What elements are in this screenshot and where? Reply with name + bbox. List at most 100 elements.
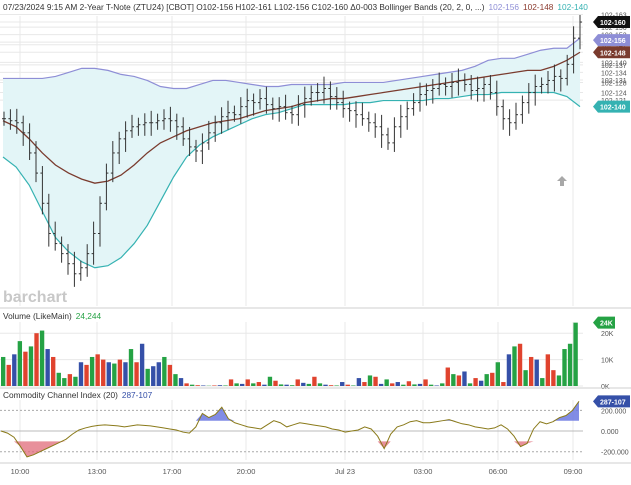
cci-line [1,401,579,457]
volume-bar [490,373,494,386]
volume-bar [423,379,427,386]
volume-bar [290,385,294,386]
volume-bar [212,385,216,386]
price-badge-last: 102-160 [593,16,630,28]
cci-value: 287-107 [122,390,153,400]
volume-title: Volume (LikeMain)24,244 [3,311,101,321]
volume-bar [401,385,405,386]
volume-bar [412,384,416,386]
volume-bar [196,385,200,386]
cci-overbought-area [1,401,579,420]
legend-bb-upper: 102-156 [489,2,520,12]
volume-bar [68,374,72,386]
volume-bar [357,378,361,386]
price-tick-label: 102-137 [601,63,627,70]
volume-badge: 24K [593,317,615,329]
volume-bar [190,385,194,386]
volume-bar [507,354,511,386]
volume-bar [535,360,539,386]
cci-series [1,401,579,457]
price-badge-mid: 102-148 [593,46,630,58]
volume-bar [23,352,27,386]
badge-label: 287-107 [600,399,626,406]
badge-label: 102-148 [600,50,626,57]
ohlc-bar [380,115,384,148]
up-arrow-icon [557,176,567,186]
volume-bar [79,362,83,386]
volume-bar [112,364,116,386]
ohlc-bar [79,261,83,281]
ohlc-bar [373,113,377,138]
volume-bar [90,357,94,386]
ohlc-bar [405,102,409,130]
volume-bar [268,377,272,386]
volume-bar [568,344,572,386]
chart-header: 07/23/2024 9:15 AM 2-Year T-Note (ZTU24)… [3,2,588,12]
volume-bar [201,385,205,386]
ohlc-bar [501,100,505,130]
badge-label: 102-160 [600,20,626,27]
volume-bar [512,346,516,386]
volume-bar [123,362,127,386]
volume-bar [351,385,355,386]
ohlc-bar [360,103,364,126]
volume-bar [312,377,316,386]
time-tick-label: Jul 23 [335,467,355,476]
volume-bar [18,341,22,386]
volume-bar [457,375,461,386]
volume-bar [307,384,311,386]
volume-bar [146,369,150,386]
volume-bar [301,383,305,386]
volume-bar [396,382,400,386]
ohlc-bar [514,103,518,130]
volume-bar [473,378,477,386]
volume-bar [62,378,66,386]
volume-bar [390,383,394,386]
volume-bar [34,333,38,386]
price-badge-upper: 102-156 [593,34,630,46]
volume-bar [368,375,372,386]
legend-bb-lower: 102-140 [557,2,588,12]
time-tick-label: 09:00 [564,467,583,476]
volume-bar [246,379,250,386]
volume-bar [429,385,433,386]
volume-bar [557,375,561,386]
time-tick-label: 17:00 [163,467,182,476]
volume-bar [51,357,55,386]
volume-bar [234,383,238,386]
badge-label: 102-156 [600,38,626,45]
watermark-logo: barchart [3,289,68,306]
volume-bar [7,365,11,386]
ohlc-bar [508,109,512,136]
volume-bar [40,331,44,386]
volume-bar [101,360,105,386]
ohlc-bar [348,102,352,122]
volume-bar [446,368,450,386]
volume-axis: 20K10K0K24K [593,317,615,391]
volume-bar [573,323,577,386]
volume-bar [518,344,522,386]
volume-bar [340,382,344,386]
time-tick-label: 03:00 [414,467,433,476]
volume-bar [379,384,383,386]
volume-bar [279,384,283,386]
volume-bar [57,373,61,386]
volume-bar [151,366,155,386]
volume-bar [551,370,555,386]
volume-bar [12,354,16,386]
volume-bar [296,379,300,386]
volume-bar [329,385,333,386]
price-axis: 102-163102-160102-156102-153102-150102-1… [593,12,630,112]
volume-bar [29,346,33,386]
volume-bar [284,385,288,386]
volume-bar [529,357,533,386]
cci-grid [0,410,583,451]
volume-bar [73,377,77,386]
cci-tick-label: -200.000 [601,450,629,457]
volume-bar [546,354,550,386]
volume-bar [273,381,277,386]
volume-bar [184,383,188,386]
badge-label: 24K [600,321,613,328]
